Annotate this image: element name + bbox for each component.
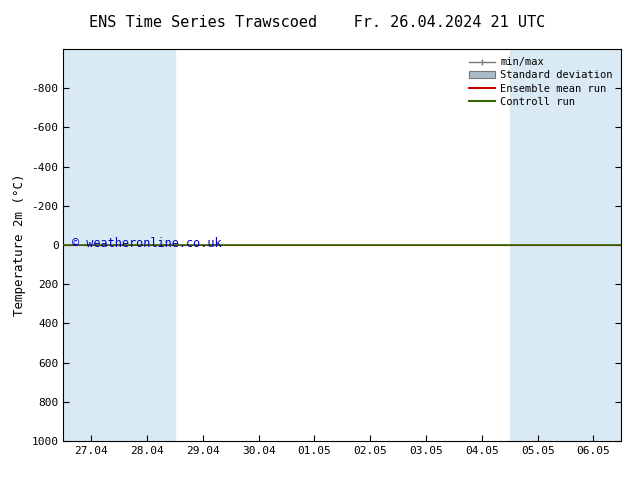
Bar [510, 49, 566, 441]
Bar [566, 49, 621, 441]
Bar [63, 49, 119, 441]
Y-axis label: Temperature 2m (°C): Temperature 2m (°C) [13, 174, 26, 316]
Legend: min/max, Standard deviation, Ensemble mean run, Controll run: min/max, Standard deviation, Ensemble me… [466, 54, 616, 110]
Text: © weatheronline.co.uk: © weatheronline.co.uk [72, 237, 221, 249]
Text: ENS Time Series Trawscoed    Fr. 26.04.2024 21 UTC: ENS Time Series Trawscoed Fr. 26.04.2024… [89, 15, 545, 30]
Bar [119, 49, 175, 441]
